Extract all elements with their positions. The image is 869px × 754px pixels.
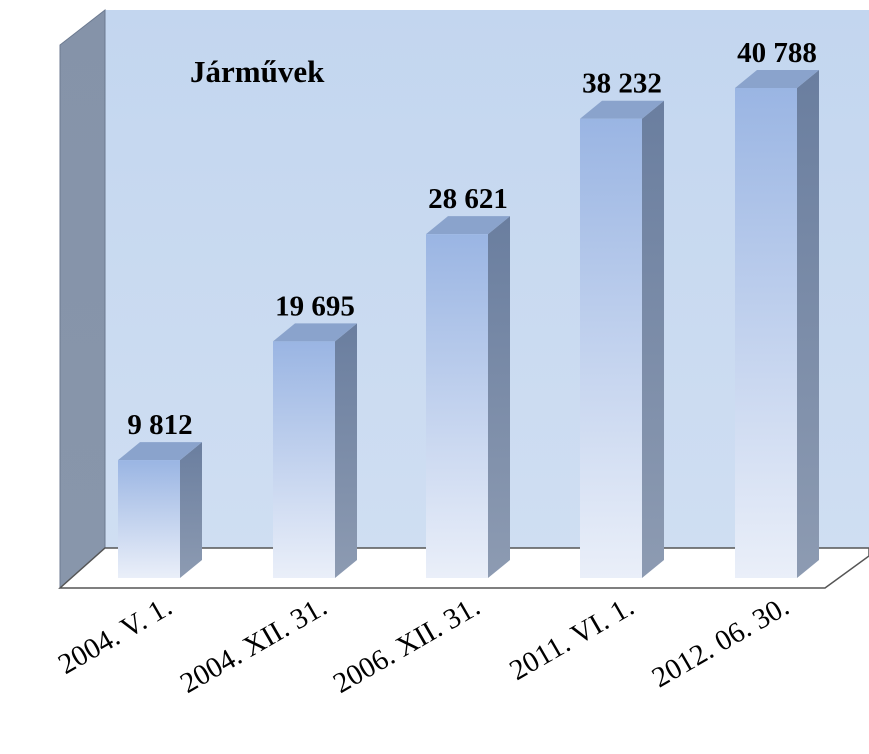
bar-top <box>735 70 819 88</box>
value-label: 9 812 <box>127 409 192 441</box>
side-wall <box>59 8 106 590</box>
x-tick-label: 2011. VI. 1. <box>504 590 639 687</box>
bar-top <box>426 216 510 235</box>
bar <box>118 460 180 578</box>
bar-side <box>335 323 357 578</box>
bar-top <box>118 442 202 461</box>
bar-side <box>797 70 819 578</box>
bar-side <box>488 216 510 579</box>
x-tick-label: 2006. XII. 31. <box>328 590 486 699</box>
value-label: 28 621 <box>428 183 508 215</box>
bar-side <box>642 100 664 579</box>
bar <box>426 234 488 579</box>
bar-side <box>180 442 202 578</box>
value-label: 40 788 <box>737 37 817 69</box>
bar-top <box>273 323 357 342</box>
x-tick-label: 2004. XII. 31. <box>175 590 333 699</box>
x-tick-label: 2004. V. 1. <box>53 590 178 680</box>
bar <box>273 341 335 578</box>
bar-top <box>580 100 664 119</box>
bar <box>580 118 642 579</box>
bar <box>735 88 797 578</box>
value-label: 38 232 <box>582 68 662 100</box>
chart-title: Járművek <box>190 54 325 89</box>
x-tick-label: 2012. 06. 30. <box>647 590 795 694</box>
value-label: 19 695 <box>275 290 355 322</box>
